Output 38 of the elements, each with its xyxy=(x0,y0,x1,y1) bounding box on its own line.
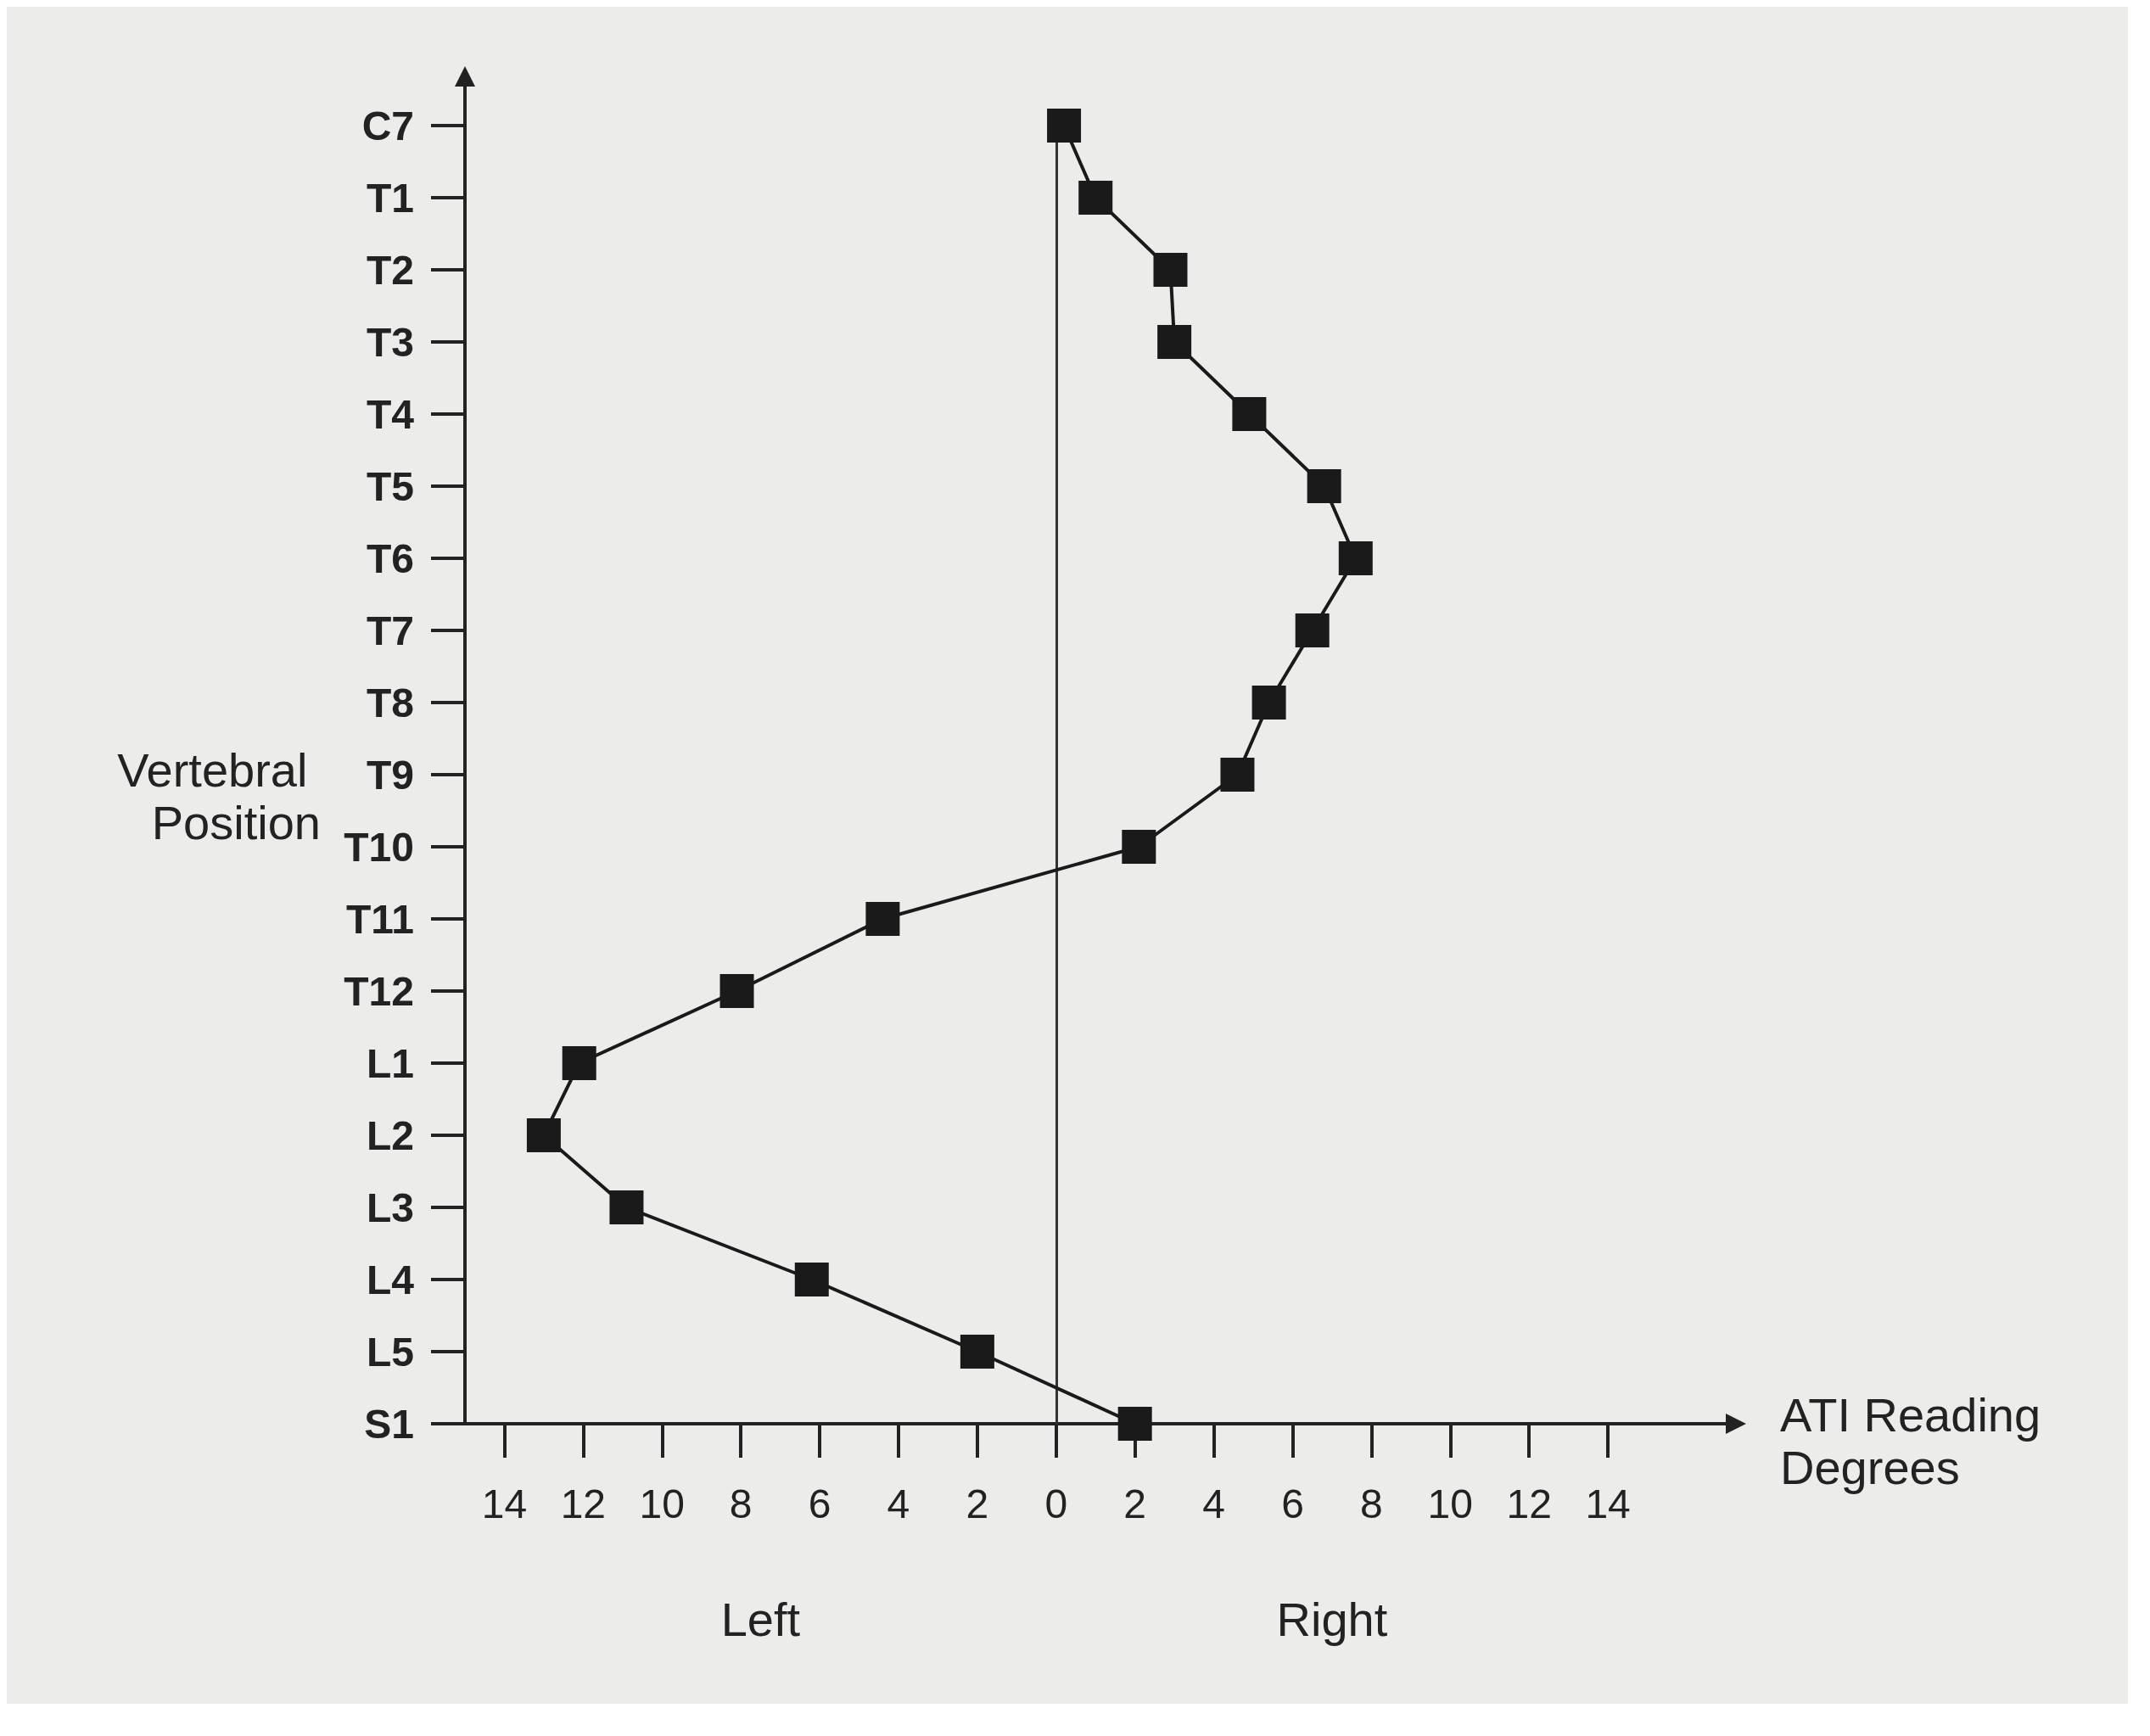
y-tick-label: T9 xyxy=(366,752,414,798)
x-tick-label: 0 xyxy=(1044,1481,1068,1526)
y-tick-label: T3 xyxy=(366,319,414,365)
x-axis-title: ATI Reading Degrees xyxy=(1780,1387,2054,1494)
y-tick-label: L5 xyxy=(366,1329,414,1375)
x-tick-label: 2 xyxy=(966,1481,989,1526)
x-tick-label: 12 xyxy=(560,1481,607,1526)
text: Right xyxy=(1276,1592,1388,1646)
y-tick-label: T2 xyxy=(366,247,414,293)
x-tick-label: 4 xyxy=(887,1481,910,1526)
y-tick-label: T11 xyxy=(345,896,414,942)
text: Left xyxy=(720,1592,801,1646)
y-tick-label: T8 xyxy=(366,680,414,725)
y-tick-label: T1 xyxy=(366,175,414,221)
x-tick-label: 10 xyxy=(639,1481,685,1526)
x-tick-label: 10 xyxy=(1427,1481,1473,1526)
x-tick-label: 6 xyxy=(808,1481,831,1526)
x-tick-label: 6 xyxy=(1281,1481,1304,1526)
y-axis-title: Vertebral Position xyxy=(117,742,321,849)
x-tick-label: 8 xyxy=(729,1481,753,1526)
y-tick-label: T10 xyxy=(344,824,414,870)
y-tick-label: T5 xyxy=(366,463,414,509)
y-tick-label: L4 xyxy=(366,1257,415,1302)
y-tick-label: T12 xyxy=(344,968,414,1014)
x-tick-label: 8 xyxy=(1360,1481,1383,1526)
y-tick-label: S1 xyxy=(364,1401,414,1447)
y-tick-label: T6 xyxy=(366,535,414,581)
y-tick-label: L3 xyxy=(366,1184,414,1230)
y-tick-label: L1 xyxy=(366,1040,414,1086)
y-tick-label: T7 xyxy=(366,608,414,653)
y-tick-label: C7 xyxy=(361,103,414,148)
y-tick-label: L2 xyxy=(366,1112,414,1158)
x-tick-label: 14 xyxy=(1585,1481,1631,1526)
x-tick-label: 4 xyxy=(1202,1481,1225,1526)
y-tick-label: T4 xyxy=(366,391,415,437)
x-tick-label: 2 xyxy=(1123,1481,1147,1526)
x-tick-label: 12 xyxy=(1506,1481,1552,1526)
x-tick-label: 14 xyxy=(481,1481,528,1526)
